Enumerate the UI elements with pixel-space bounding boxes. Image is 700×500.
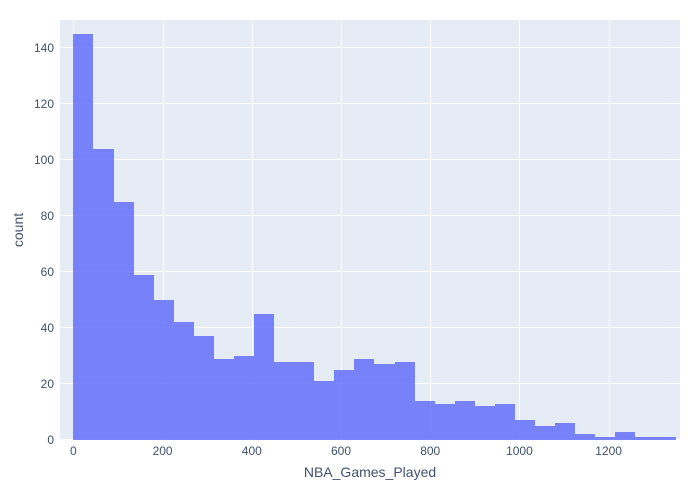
histogram-bar [455, 401, 475, 440]
histogram-bar [575, 434, 595, 440]
gridline-horizontal [60, 103, 680, 104]
histogram-bar [515, 420, 535, 440]
gridline-vertical [609, 20, 610, 440]
histogram-bar [154, 300, 174, 440]
histogram-bar [194, 336, 214, 440]
x-tick-label: 0 [70, 444, 77, 458]
histogram-bar [274, 362, 294, 440]
gridline-horizontal [60, 47, 680, 48]
gridline-vertical [519, 20, 520, 440]
histogram-bar [73, 34, 93, 440]
x-tick-label: 800 [420, 444, 440, 458]
histogram-bar [234, 356, 254, 440]
histogram-bar [535, 426, 555, 440]
gridline-horizontal [60, 159, 680, 160]
y-axis-label: count [10, 213, 26, 247]
y-tick-label: 100 [30, 153, 54, 167]
histogram-bar [555, 423, 575, 440]
gridline-vertical [430, 20, 431, 440]
histogram-bar [93, 149, 113, 440]
histogram-bar [214, 359, 234, 440]
x-tick-label: 200 [153, 444, 173, 458]
gridline-horizontal [60, 215, 680, 216]
histogram-bar [114, 202, 134, 440]
histogram-bar [134, 275, 154, 440]
x-tick-label: 600 [331, 444, 351, 458]
x-tick-label: 1200 [595, 444, 622, 458]
histogram-bar [294, 362, 314, 440]
plot-area [60, 20, 680, 440]
histogram-bar [655, 437, 675, 440]
histogram-chart: 020406080100120140020040060080010001200 … [0, 0, 700, 500]
histogram-bar [254, 314, 274, 440]
histogram-bar [495, 404, 515, 440]
histogram-bar [435, 404, 455, 440]
y-tick-label: 120 [30, 97, 54, 111]
histogram-bar [395, 362, 415, 440]
histogram-bar [415, 401, 435, 440]
histogram-bar [595, 437, 615, 440]
gridline-horizontal [60, 271, 680, 272]
y-tick-label: 40 [30, 321, 54, 335]
histogram-bar [174, 322, 194, 440]
histogram-bar [635, 437, 655, 440]
y-tick-label: 80 [30, 209, 54, 223]
histogram-bar [374, 364, 394, 440]
histogram-bar [314, 381, 334, 440]
x-tick-label: 400 [242, 444, 262, 458]
y-tick-label: 140 [30, 41, 54, 55]
y-tick-label: 20 [30, 377, 54, 391]
x-axis-label: NBA_Games_Played [304, 464, 436, 480]
histogram-bar [334, 370, 354, 440]
y-tick-label: 0 [30, 433, 54, 447]
histogram-bar [354, 359, 374, 440]
y-tick-label: 60 [30, 265, 54, 279]
histogram-bar [475, 406, 495, 440]
x-tick-label: 1000 [506, 444, 533, 458]
histogram-bar [615, 432, 635, 440]
